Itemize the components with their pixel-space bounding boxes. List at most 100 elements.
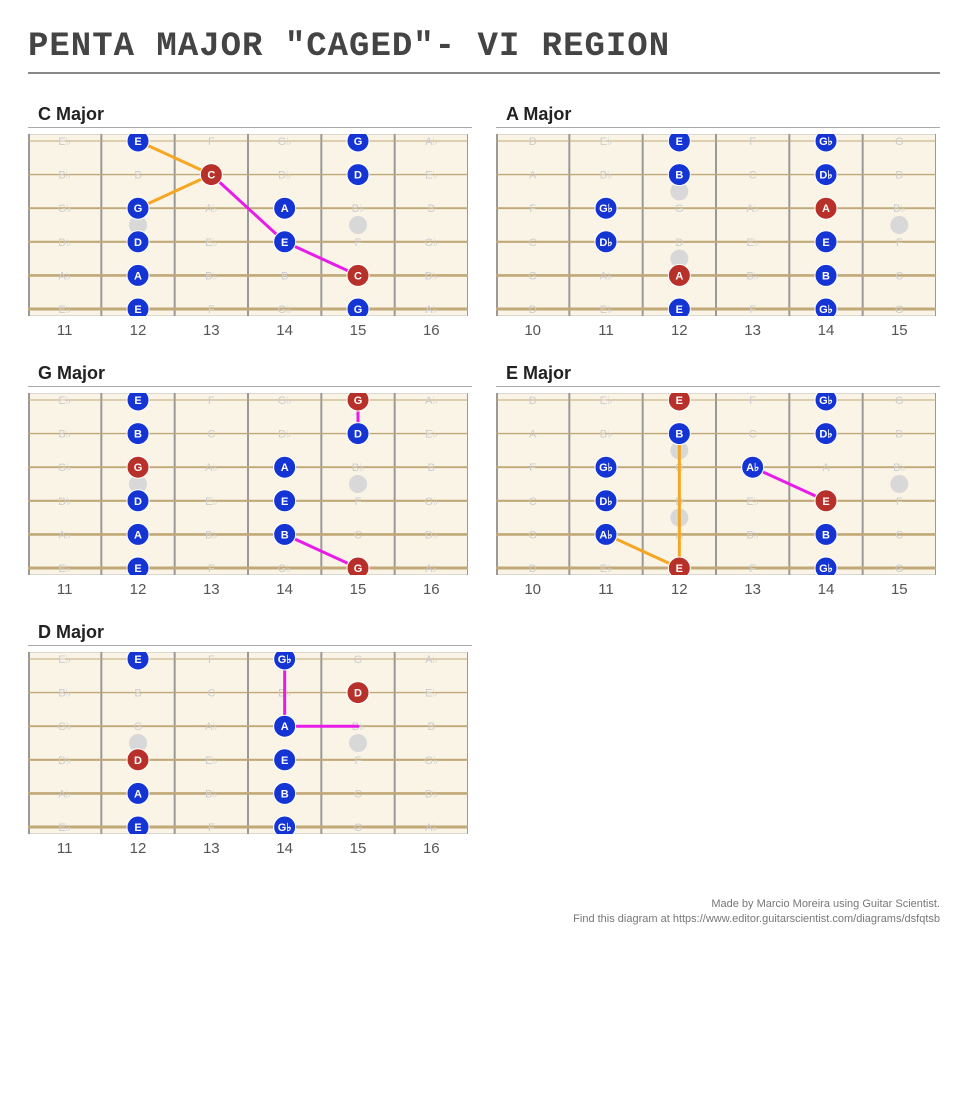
fret-number-row: 101112131415 xyxy=(496,581,936,598)
note-label: B xyxy=(675,170,683,182)
note-label: E xyxy=(134,563,141,575)
note-label: G♭ xyxy=(819,395,833,407)
ghost-note-label: G♭ xyxy=(58,721,72,733)
ghost-note-label: D♭ xyxy=(278,170,291,182)
ghost-note-label: D♭ xyxy=(58,237,71,249)
ghost-note-label: D xyxy=(895,429,903,441)
ghost-note-label: G xyxy=(528,270,537,282)
note-label: G♭ xyxy=(819,563,833,575)
diagram-title: E Major xyxy=(506,363,940,384)
ghost-note-label: E♭ xyxy=(425,429,438,441)
ghost-note-label: A♭ xyxy=(425,654,438,666)
diagram-divider xyxy=(496,386,940,387)
ghost-note-label: D♭ xyxy=(425,270,438,282)
ghost-note-label: G♭ xyxy=(278,136,292,148)
ghost-note-label: B♭ xyxy=(352,203,365,215)
fret-number: 14 xyxy=(789,581,862,598)
page-title: PENTA MAJOR "CAGED"- VI REGION xyxy=(28,28,940,66)
note-label: B xyxy=(675,429,683,441)
note-label: E xyxy=(676,395,683,407)
fret-number: 13 xyxy=(175,581,248,598)
ghost-note-label: A♭ xyxy=(425,822,438,834)
ghost-note-label: G xyxy=(895,395,904,407)
note-label: G xyxy=(134,462,143,474)
ghost-note-label: B♭ xyxy=(205,529,218,541)
diagram-title: A Major xyxy=(506,104,940,125)
fret-number: 11 xyxy=(28,840,101,857)
fretboard-diagram: A MajorDE♭EFG♭GAB♭BCD♭DFG♭GA♭AB♭CD♭DE♭EF… xyxy=(496,104,940,339)
ghost-note-label: D xyxy=(529,136,537,148)
ghost-note-label: E♭ xyxy=(425,170,438,182)
ghost-note-label: F xyxy=(529,462,536,474)
ghost-note-label: C xyxy=(354,788,362,800)
fretboard-svg: E♭EFG♭GA♭B♭BCD♭DE♭G♭GA♭AB♭BD♭DE♭EFG♭A♭AB… xyxy=(28,134,468,316)
ghost-note-label: B♭ xyxy=(205,788,218,800)
ghost-note-label: D♭ xyxy=(58,755,71,767)
ghost-note-label: G xyxy=(354,654,363,666)
fret-number: 10 xyxy=(496,322,569,339)
ghost-note-label: A♭ xyxy=(746,203,759,215)
fret-number: 13 xyxy=(716,581,789,598)
note-label: D xyxy=(134,755,142,767)
note-label: E xyxy=(134,395,141,407)
ghost-note-label: F xyxy=(208,395,215,407)
ghost-note-label: A xyxy=(529,429,537,441)
fret-number: 10 xyxy=(496,581,569,598)
note-label: D xyxy=(354,688,362,700)
ghost-note-label: F xyxy=(529,203,536,215)
ghost-note-label: E♭ xyxy=(746,237,759,249)
ghost-note-label: F xyxy=(208,304,215,316)
fret-number: 12 xyxy=(101,840,174,857)
note-label: A xyxy=(281,721,289,733)
fret-number: 11 xyxy=(28,581,101,598)
ghost-note-label: F xyxy=(749,304,756,316)
credits: Made by Marcio Moreira using Guitar Scie… xyxy=(28,897,940,928)
ghost-note-label: B xyxy=(428,203,435,215)
ghost-note-label: G♭ xyxy=(278,563,292,575)
ghost-note-label: C xyxy=(749,170,757,182)
note-label: B xyxy=(822,529,830,541)
note-label: D xyxy=(354,170,362,182)
ghost-note-label: G♭ xyxy=(424,237,438,249)
fret-number-row: 111213141516 xyxy=(28,840,468,857)
ghost-note-label: B xyxy=(134,688,141,700)
note-label: C xyxy=(207,170,215,182)
ghost-note-label: D♭ xyxy=(425,788,438,800)
ghost-note-label: D xyxy=(529,563,537,575)
fret-number: 13 xyxy=(175,322,248,339)
note-label: G♭ xyxy=(599,462,613,474)
fretboard-svg: DE♭EFG♭GAB♭BCD♭DFG♭GA♭AB♭CD♭DE♭EFGA♭AB♭B… xyxy=(496,393,936,575)
fret-number: 12 xyxy=(101,322,174,339)
fretboard-svg: E♭EFG♭GA♭B♭BCD♭DE♭G♭GA♭AB♭BD♭DE♭EFG♭A♭AB… xyxy=(28,652,468,834)
ghost-note-label: G xyxy=(895,563,904,575)
ghost-note-label: C xyxy=(354,529,362,541)
ghost-note-label: E♭ xyxy=(58,136,71,148)
ghost-note-label: B xyxy=(134,170,141,182)
ghost-note-label: A♭ xyxy=(205,462,218,474)
fretboard-diagram: D MajorE♭EFG♭GA♭B♭BCD♭DE♭G♭GA♭AB♭BD♭DE♭E… xyxy=(28,622,472,857)
ghost-note-label: G♭ xyxy=(424,496,438,508)
note-label: E xyxy=(676,304,683,316)
ghost-note-label: A xyxy=(822,462,830,474)
fret-number: 11 xyxy=(569,581,642,598)
ghost-note-label: A♭ xyxy=(58,270,71,282)
ghost-note-label: G♭ xyxy=(278,304,292,316)
note-label: D xyxy=(134,496,142,508)
ghost-note-label: C xyxy=(529,237,537,249)
ghost-note-label: F xyxy=(208,822,215,834)
note-label: A xyxy=(281,462,289,474)
note-label: G♭ xyxy=(278,822,292,834)
fretboard-svg: DE♭EFG♭GAB♭BCD♭DFG♭GA♭AB♭CD♭DE♭EFGA♭AB♭B… xyxy=(496,134,936,316)
ghost-note-label: G xyxy=(354,822,363,834)
diagram-divider xyxy=(28,645,472,646)
note-label: E xyxy=(281,237,288,249)
ghost-note-label: F xyxy=(749,136,756,148)
ghost-note-label: D♭ xyxy=(278,429,291,441)
ghost-note-label: B♭ xyxy=(58,688,71,700)
ghost-note-label: C xyxy=(207,688,215,700)
ghost-note-label: G xyxy=(895,136,904,148)
ghost-note-label: E♭ xyxy=(205,237,218,249)
ghost-note-label: E♭ xyxy=(58,395,71,407)
fret-number: 12 xyxy=(643,322,716,339)
ghost-note-label: A xyxy=(529,170,537,182)
